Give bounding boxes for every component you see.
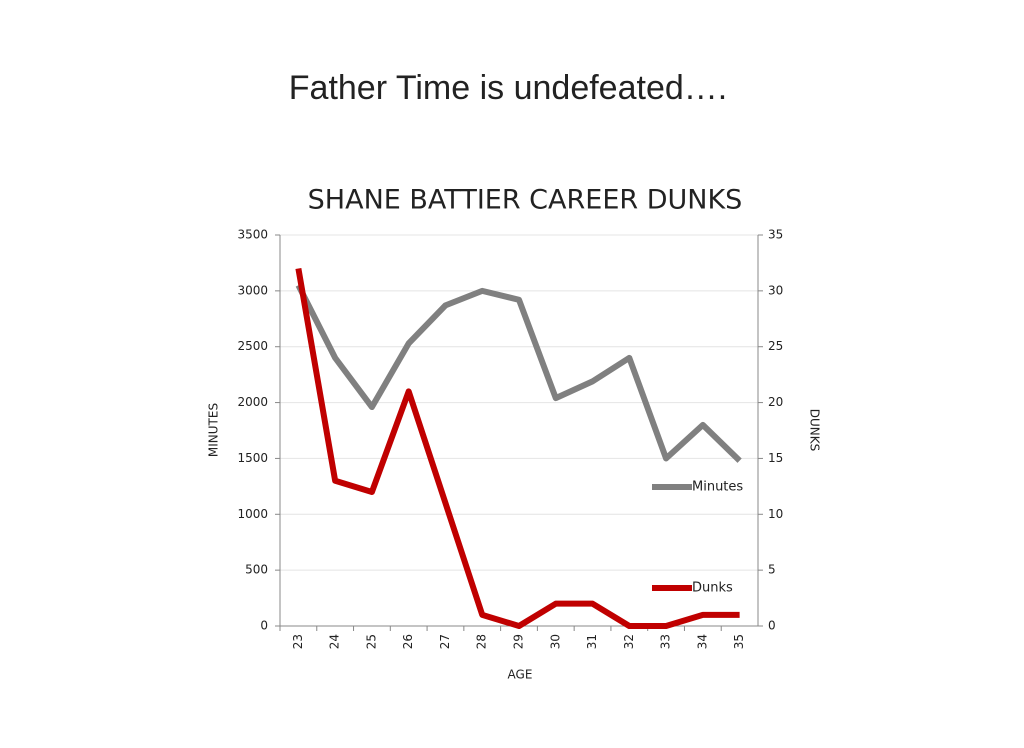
x-tick-label: 31 <box>585 634 599 649</box>
y-axis-label: MINUTES <box>207 403 221 457</box>
y2-tick-label: 0 <box>768 619 776 633</box>
y-tick-label: 2000 <box>237 395 268 409</box>
x-tick-label: 29 <box>512 634 526 649</box>
slide-title: Father Time is undefeated…. <box>289 69 727 107</box>
data-line <box>295 283 742 463</box>
x-tick-label: 23 <box>291 634 305 649</box>
y-tick-label: 500 <box>245 563 268 577</box>
data-line <box>295 268 740 629</box>
y2-tick-label: 35 <box>768 228 783 242</box>
y2-tick-label: 20 <box>768 395 783 409</box>
y-tick-label: 3500 <box>237 228 268 242</box>
y2-tick-label: 10 <box>768 507 783 521</box>
y-tick-label: 1000 <box>237 507 268 521</box>
x-tick-label: 34 <box>695 634 709 649</box>
y-tick-label: 2500 <box>237 339 268 353</box>
x-tick-label: 32 <box>622 634 636 649</box>
x-tick-label: 25 <box>364 634 378 649</box>
x-tick-label: 35 <box>732 634 746 649</box>
x-tick-label: 28 <box>475 634 489 649</box>
y2-axis-label: DUNKS <box>808 409 822 452</box>
y2-tick-label: 30 <box>768 283 783 297</box>
x-axis-label: AGE <box>508 668 533 682</box>
y2-tick-label: 5 <box>768 563 776 577</box>
legend-label: Minutes <box>692 480 743 495</box>
y-tick-label: 3000 <box>237 283 268 297</box>
x-tick-label: 27 <box>438 634 452 649</box>
x-tick-label: 33 <box>659 634 673 649</box>
y-tick-label: 1500 <box>237 451 268 465</box>
y2-tick-label: 15 <box>768 451 783 465</box>
y2-tick-label: 25 <box>768 339 783 353</box>
x-tick-label: 24 <box>328 634 342 649</box>
x-tick-label: 30 <box>548 634 562 649</box>
legend-label: Dunks <box>692 581 733 596</box>
x-tick-label: 26 <box>401 634 415 649</box>
y-tick-label: 0 <box>260 619 268 633</box>
chart-title: SHANE BATTIER CAREER DUNKS <box>308 185 743 216</box>
